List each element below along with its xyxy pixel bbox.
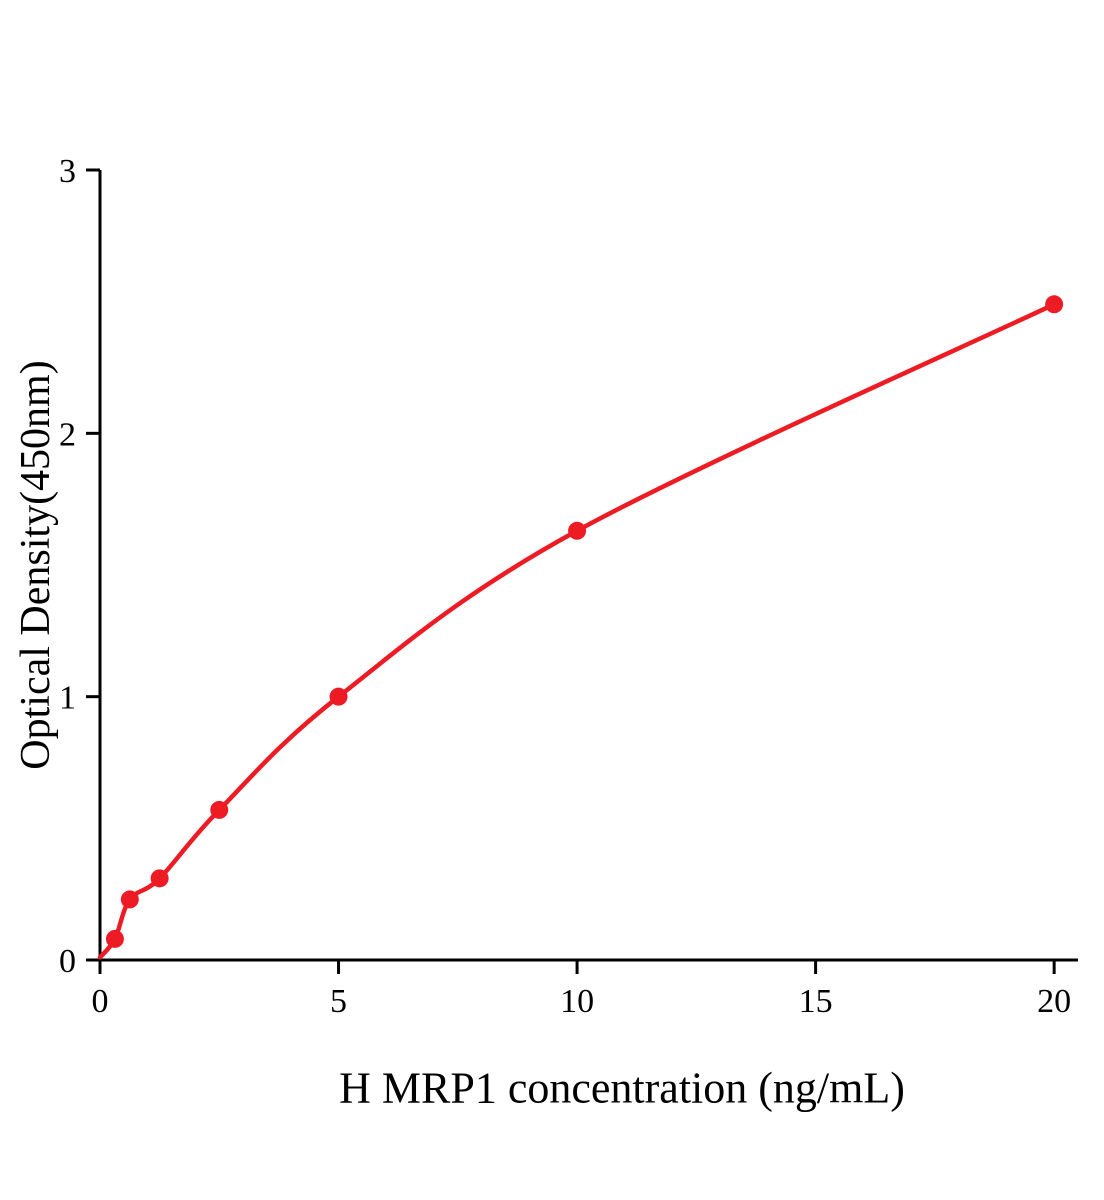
- y-tick-label: 3: [59, 153, 76, 190]
- y-axis-title: Optical Density(450nm): [13, 360, 59, 770]
- data-point: [150, 869, 169, 888]
- x-tick-label: 0: [92, 983, 109, 1020]
- data-point: [1045, 295, 1064, 314]
- y-tick-label: 1: [59, 680, 76, 717]
- data-point: [105, 929, 124, 948]
- data-point: [120, 890, 139, 909]
- y-tick-label: 2: [59, 416, 76, 453]
- y-tick-label: 0: [59, 943, 76, 980]
- data-point: [329, 687, 348, 706]
- x-tick-label: 10: [560, 983, 594, 1020]
- x-tick-label: 20: [1037, 983, 1071, 1020]
- x-axis-title: H MRP1 concentration (ng/mL): [339, 1063, 905, 1113]
- x-tick-label: 5: [330, 983, 347, 1020]
- data-point: [210, 800, 229, 819]
- x-tick-label: 15: [799, 983, 833, 1020]
- standard-curve-line: [97, 302, 1057, 960]
- data-point: [568, 521, 587, 540]
